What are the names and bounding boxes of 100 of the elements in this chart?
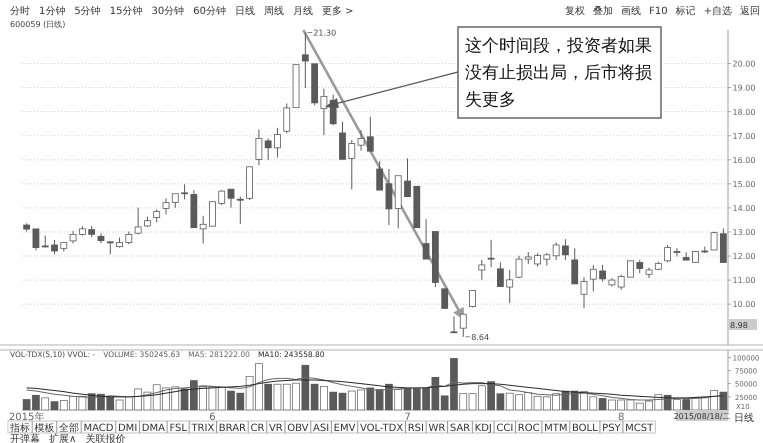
text: 叠加 — [593, 5, 614, 17]
text: VOL-TDX — [360, 423, 404, 434]
candlestick — [78, 226, 86, 236]
y-tick-label: 13.00 — [732, 228, 756, 237]
candlestick — [181, 184, 188, 200]
text: F10 — [649, 6, 668, 17]
candlestick — [664, 244, 672, 263]
text: 返回 — [740, 5, 760, 17]
text: 2015/08/18/二 — [674, 412, 730, 421]
candlestick — [710, 231, 718, 251]
candlestick — [580, 276, 588, 309]
text: 日线 — [234, 5, 255, 17]
candlestick — [162, 198, 170, 215]
candlestick — [422, 218, 430, 260]
y-tick-label: 18.00 — [732, 108, 756, 117]
text: SAR — [450, 423, 470, 434]
y-tick-label: 14.00 — [732, 204, 756, 213]
text: 60分钟 — [193, 5, 226, 17]
text: 更多 > — [322, 5, 354, 17]
candlestick — [441, 288, 448, 309]
text: TRIX — [190, 423, 214, 434]
candlestick — [42, 235, 49, 248]
candlestick — [488, 239, 495, 268]
text: WR — [428, 423, 446, 434]
text: 周线 — [264, 5, 284, 17]
text: 画线 — [621, 5, 642, 17]
candlestick — [283, 103, 290, 134]
candlestick — [116, 237, 123, 248]
y-tick-label: 20.00 — [732, 60, 756, 69]
candlestick — [627, 260, 634, 278]
y-tick-label: 12.00 — [732, 252, 756, 262]
annotation: 21.30 — [313, 28, 336, 38]
y-tick-label: 15.00 — [732, 180, 756, 189]
candlestick — [469, 290, 476, 308]
candlestick — [153, 208, 160, 223]
candlestick — [366, 116, 374, 152]
candlestick — [88, 225, 96, 238]
text: FSL — [169, 423, 188, 434]
text: ROC — [518, 423, 540, 434]
x-tick-label: 6 — [209, 412, 216, 423]
text: 指标 — [9, 422, 30, 434]
candlestick — [255, 129, 262, 166]
text: 日线 — [734, 412, 754, 424]
candlestick — [51, 239, 58, 255]
x-tick-label: 2015年 — [8, 411, 44, 423]
candlestick — [98, 232, 104, 244]
candlestick — [32, 228, 40, 251]
candlestick — [646, 267, 652, 279]
candlestick — [320, 88, 328, 136]
candlestick — [200, 215, 207, 244]
text: 30分钟 — [151, 5, 184, 17]
x-tick-label: 8 — [618, 412, 624, 423]
text: 全部 — [59, 422, 79, 434]
text: CCI — [496, 423, 514, 434]
text: MCST — [625, 423, 654, 434]
text: BOLL — [572, 423, 598, 434]
candlestick — [450, 316, 458, 334]
candlestick — [590, 264, 597, 292]
text: 模板 — [34, 422, 54, 434]
text: 1分钟 — [39, 5, 66, 17]
text: 5分钟 — [74, 5, 101, 17]
text: DMI — [118, 423, 138, 434]
annotation: 8.64 — [471, 332, 490, 342]
text: KDJ — [474, 423, 492, 434]
x-tick-label: 7 — [404, 412, 411, 423]
candlestick — [274, 127, 281, 158]
candlestick — [497, 262, 504, 288]
candlestick — [636, 259, 644, 274]
candlestick — [543, 252, 550, 266]
candlestick — [144, 216, 151, 228]
annotation: 这个时间段，投资者如果没有止损出局，后市将损失更多 — [465, 36, 652, 110]
candlestick — [599, 264, 606, 282]
text: MACD — [84, 423, 114, 434]
candlestick — [125, 231, 132, 245]
text: 开弹幕 — [10, 433, 40, 443]
text: BRAR — [218, 423, 246, 434]
candlestick — [264, 138, 272, 161]
text: CR — [250, 423, 264, 434]
chart-title: 600059 (日线) — [10, 20, 66, 29]
text: 8.98 — [730, 321, 748, 330]
text: ASI — [313, 423, 330, 434]
candlestick — [516, 255, 522, 279]
candlestick — [506, 269, 514, 304]
y-tick-label: 16.00 — [732, 156, 756, 165]
candlestick — [562, 238, 569, 260]
candlestick — [534, 252, 541, 268]
candlestick — [358, 130, 364, 152]
text: 标记 — [674, 5, 696, 17]
candlestick — [70, 230, 76, 244]
candlestick — [228, 188, 234, 208]
y-tick-label: 10.00 — [732, 300, 756, 310]
text: PSY — [602, 423, 622, 434]
text: VR — [268, 423, 283, 434]
candlestick — [524, 252, 532, 264]
candlestick — [618, 274, 625, 290]
text: 15分钟 — [110, 5, 142, 17]
text: 月线 — [292, 5, 313, 17]
text: MTM — [544, 423, 568, 434]
text: RSI — [408, 423, 424, 434]
candlestick — [218, 190, 226, 206]
